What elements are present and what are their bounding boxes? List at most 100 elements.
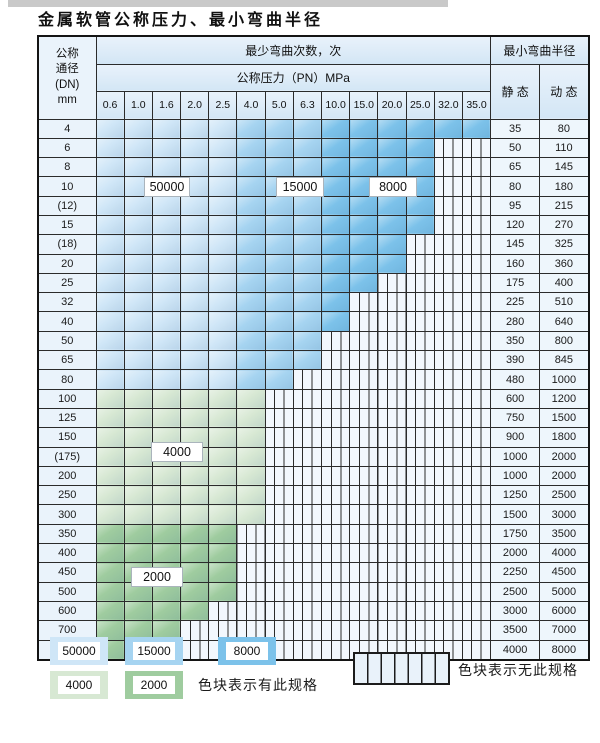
cell-unavailable bbox=[433, 600, 463, 622]
cell-unavailable bbox=[264, 620, 294, 641]
legend-swatch-50000: 50000 bbox=[50, 637, 108, 665]
table-row-dn-350: 350 1750 3500 bbox=[37, 523, 590, 545]
cell-available bbox=[151, 504, 182, 525]
dn-label: 450 bbox=[37, 562, 97, 583]
cell-available bbox=[349, 214, 379, 236]
cell-unavailable bbox=[264, 407, 294, 429]
dynamic-radius-value: 4500 bbox=[539, 562, 590, 583]
cell-available bbox=[95, 118, 125, 139]
cell-unavailable bbox=[236, 543, 266, 564]
cell-unavailable bbox=[292, 388, 323, 409]
cell-unavailable bbox=[377, 620, 407, 641]
cell-available bbox=[123, 485, 153, 506]
cell-available bbox=[208, 292, 238, 313]
cell-available bbox=[123, 388, 153, 409]
dn-label: 20 bbox=[37, 253, 97, 274]
legend-swatch-value: 50000 bbox=[58, 642, 100, 660]
static-radius-value: 225 bbox=[490, 292, 541, 313]
legend-swatch-8000: 8000 bbox=[218, 637, 276, 665]
pressure-column-header: 15.0 bbox=[349, 90, 379, 120]
cell-unavailable bbox=[292, 620, 323, 641]
cell-unavailable bbox=[377, 311, 407, 332]
cell-unavailable bbox=[405, 407, 435, 429]
cell-available bbox=[95, 523, 125, 545]
dynamic-radius-value: 510 bbox=[539, 292, 590, 313]
dynamic-radius-value: 7000 bbox=[539, 620, 590, 641]
cell-unavailable bbox=[405, 234, 435, 255]
cell-unavailable bbox=[461, 600, 492, 622]
table-row-dn-8: 8 65 145 bbox=[37, 157, 590, 178]
cell-unavailable bbox=[433, 214, 463, 236]
pressure-column-header: 5.0 bbox=[264, 90, 294, 120]
dynamic-radius-value: 8000 bbox=[539, 639, 590, 661]
cell-available bbox=[208, 350, 238, 371]
cell-unavailable bbox=[405, 485, 435, 506]
cell-unavailable bbox=[349, 388, 379, 409]
cell-available bbox=[180, 272, 210, 294]
cell-unavailable bbox=[292, 543, 323, 564]
cell-unavailable bbox=[349, 485, 379, 506]
cell-available bbox=[349, 118, 379, 139]
cell-unavailable bbox=[433, 427, 463, 448]
dynamic-radius-value: 80 bbox=[539, 118, 590, 139]
dynamic-radius-value: 325 bbox=[539, 234, 590, 255]
cell-available bbox=[151, 272, 182, 294]
cell-unavailable bbox=[433, 523, 463, 545]
cell-available bbox=[208, 446, 238, 467]
cycle-count-label: 4000 bbox=[151, 442, 203, 462]
dn-label: 125 bbox=[37, 407, 97, 429]
cell-unavailable bbox=[292, 600, 323, 622]
cycle-count-label: 50000 bbox=[144, 177, 190, 197]
cell-unavailable bbox=[377, 562, 407, 583]
static-radius-value: 1750 bbox=[490, 523, 541, 545]
cell-available bbox=[292, 272, 323, 294]
cell-available bbox=[349, 137, 379, 159]
radius-header: 最小弯曲半径 bbox=[490, 35, 590, 65]
dn-label: (12) bbox=[37, 195, 97, 216]
cell-available bbox=[180, 195, 210, 216]
table-row-dn-150: 150 900 1800 bbox=[37, 427, 590, 448]
cell-available bbox=[236, 137, 266, 159]
cell-available bbox=[208, 214, 238, 236]
cell-unavailable bbox=[405, 311, 435, 332]
cell-available bbox=[264, 234, 294, 255]
cell-available bbox=[123, 543, 153, 564]
cell-unavailable bbox=[405, 581, 435, 602]
cell-available bbox=[123, 330, 153, 352]
dn-label: 50 bbox=[37, 330, 97, 352]
cell-unavailable bbox=[433, 562, 463, 583]
cell-available bbox=[349, 253, 379, 274]
cell-unavailable bbox=[461, 581, 492, 602]
cell-unavailable bbox=[320, 427, 351, 448]
cell-unavailable bbox=[461, 234, 492, 255]
dn-label: 300 bbox=[37, 504, 97, 525]
cell-available bbox=[180, 581, 210, 602]
cell-available bbox=[123, 253, 153, 274]
cell-available bbox=[95, 137, 125, 159]
static-radius-value: 145 bbox=[490, 234, 541, 255]
static-radius-value: 280 bbox=[490, 311, 541, 332]
cell-available bbox=[236, 369, 266, 390]
cell-unavailable bbox=[320, 465, 351, 487]
cell-available bbox=[95, 446, 125, 467]
cell-available bbox=[236, 234, 266, 255]
cell-unavailable bbox=[405, 465, 435, 487]
cycle-count-label: 15000 bbox=[276, 177, 324, 197]
cell-unavailable bbox=[433, 407, 463, 429]
dn-label: 10 bbox=[37, 176, 97, 197]
cell-unavailable bbox=[320, 562, 351, 583]
cell-available bbox=[123, 195, 153, 216]
dn-label: 25 bbox=[37, 272, 97, 294]
cell-available bbox=[292, 137, 323, 159]
cell-unavailable bbox=[433, 292, 463, 313]
dn-label: 40 bbox=[37, 311, 97, 332]
cell-unavailable bbox=[433, 446, 463, 467]
cell-available bbox=[95, 214, 125, 236]
cell-available bbox=[180, 311, 210, 332]
cell-available bbox=[208, 427, 238, 448]
cell-available bbox=[320, 272, 351, 294]
cell-unavailable bbox=[377, 600, 407, 622]
table-row-dn-18: (18) 145 325 bbox=[37, 234, 590, 255]
pressure-column-header: 4.0 bbox=[236, 90, 266, 120]
